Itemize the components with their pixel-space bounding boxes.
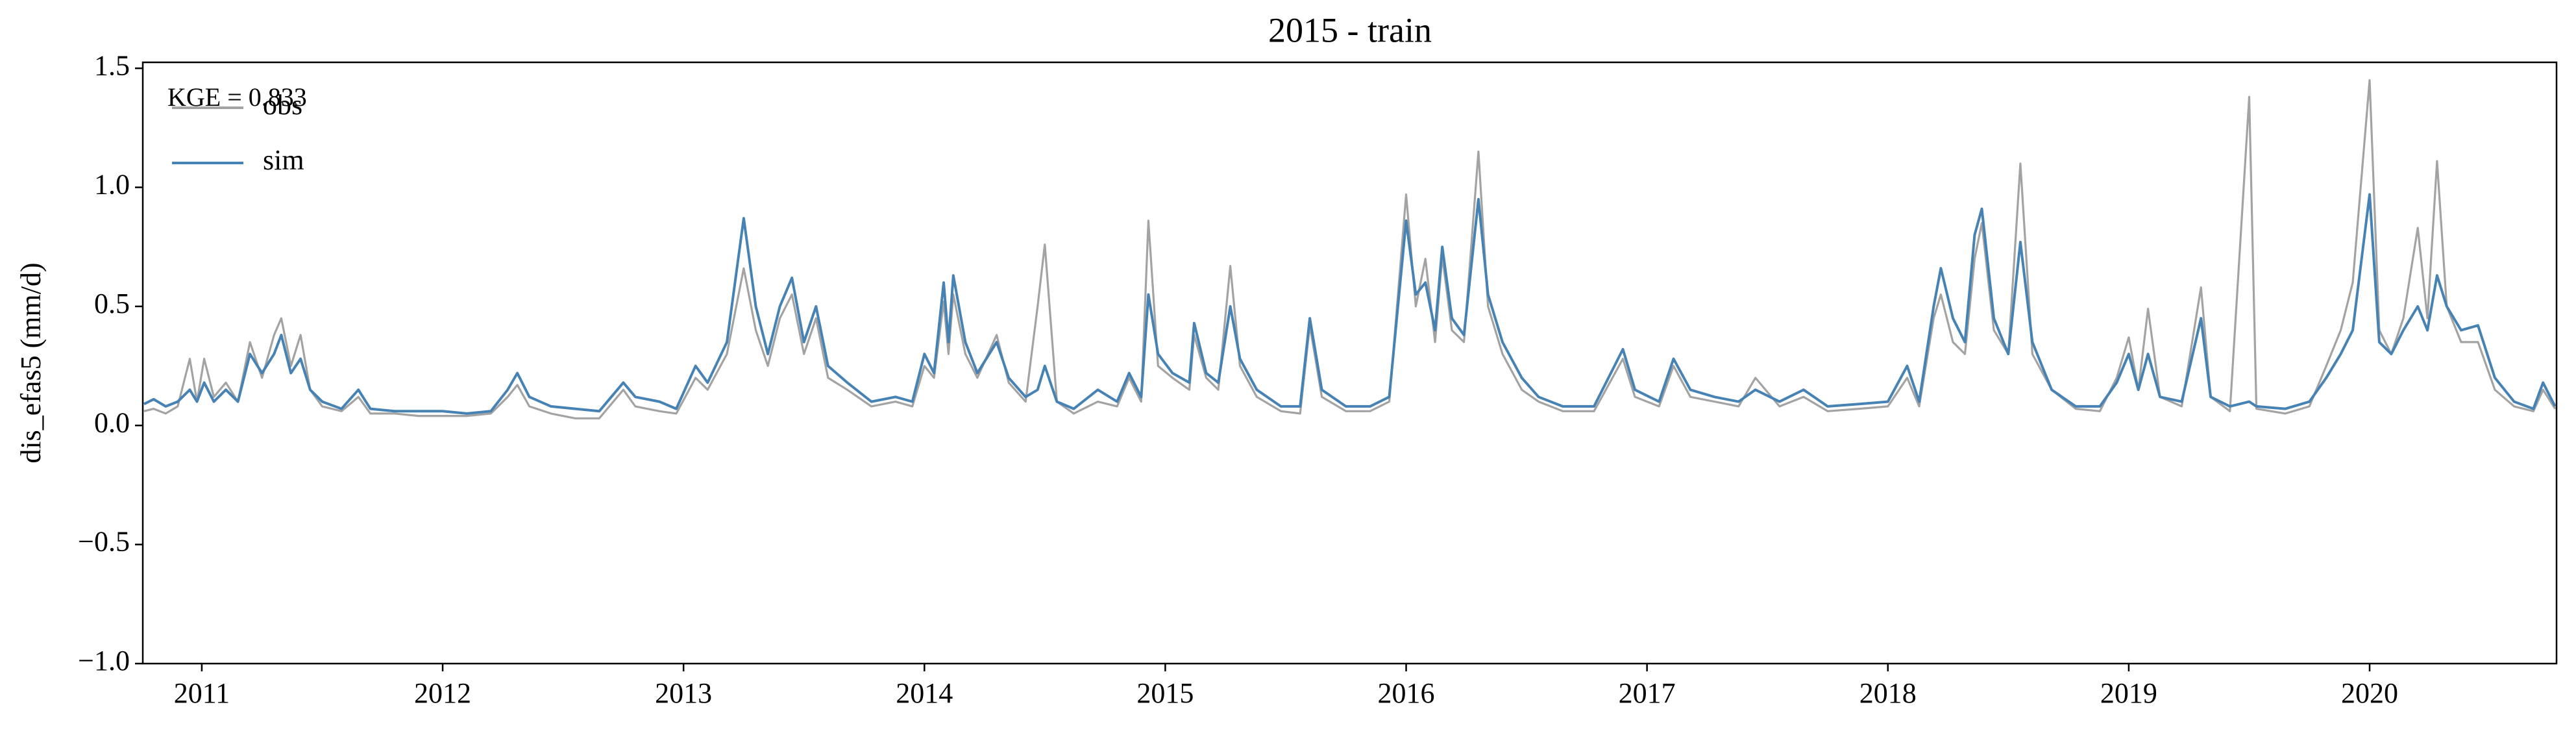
x-tick-label: 2012 — [414, 677, 471, 709]
plot-frame — [141, 61, 2558, 665]
x-tick-label: 2019 — [2100, 677, 2157, 709]
series-line — [143, 79, 2557, 419]
y-tick-label: 1.5 — [94, 49, 130, 81]
y-tick-label: 0.0 — [94, 406, 130, 438]
legend-label: obs — [263, 89, 302, 121]
x-tick-label: 2015 — [1136, 677, 1194, 709]
y-tick-label: −1.0 — [78, 645, 130, 677]
series-line — [143, 193, 2557, 415]
y-tick-label: 1.0 — [94, 169, 130, 201]
x-tick-label: 2014 — [896, 677, 953, 709]
annotation: KGE = 0.833 — [167, 82, 307, 112]
x-tick-label: 2018 — [1859, 677, 1917, 709]
x-tick-label: 2020 — [2341, 677, 2398, 709]
x-tick-label: 2017 — [1619, 677, 1676, 709]
chart-title: 2015 - train — [1268, 10, 1432, 49]
x-tick-label: 2013 — [655, 677, 712, 709]
legend-label: sim — [263, 144, 304, 176]
y-tick-label: −0.5 — [78, 526, 130, 558]
x-tick-label: 2016 — [1378, 677, 1435, 709]
y-axis-label: dis_efas5 (mm/d) — [15, 262, 47, 463]
x-tick-label: 2011 — [174, 677, 230, 709]
y-tick-label: 0.5 — [94, 288, 130, 319]
